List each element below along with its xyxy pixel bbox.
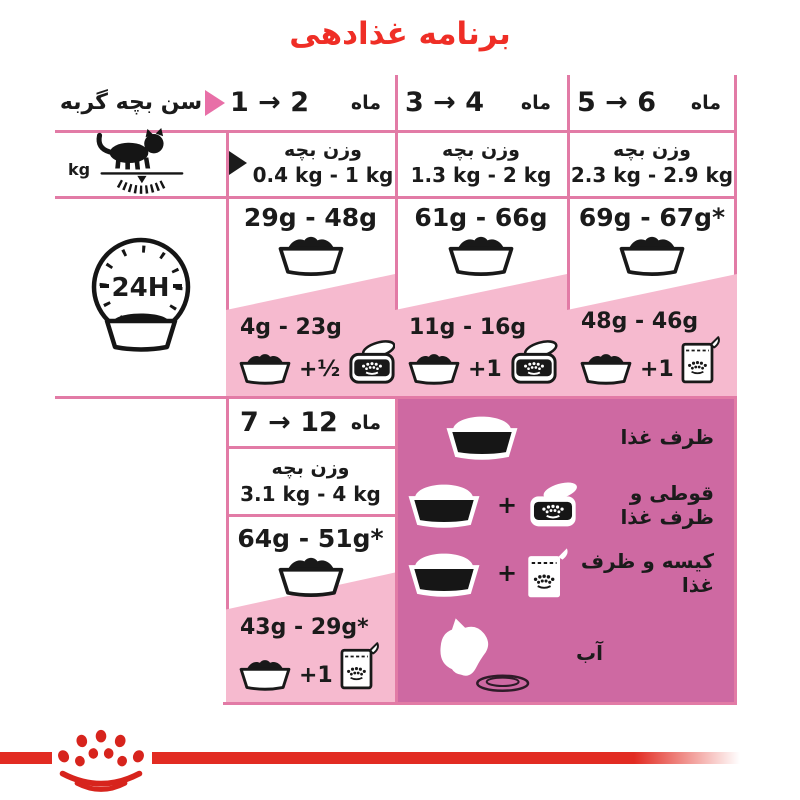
food-cell-1: 29g - 48g 4g - 23g +½	[226, 196, 395, 396]
food-bowl-icon	[239, 660, 291, 691]
mixed-amount: 4g - 23g	[240, 315, 342, 341]
dry-amount: 29g - 48g	[243, 203, 378, 232]
plus-amount: +1	[640, 357, 674, 382]
food-bowl-icon	[278, 557, 343, 598]
kitten-weight-label: وزن بچه	[442, 138, 520, 161]
age-column-1-2: 1 → 2 ماه	[205, 75, 395, 130]
24h-text: 24H	[111, 273, 170, 303]
age-column-7-12: 7 → 12 ماه	[226, 399, 395, 446]
divider	[567, 75, 570, 399]
dry-amount: 69g - 67g*	[578, 203, 726, 232]
food-bowl-icon	[278, 236, 343, 277]
wet-food-can-icon	[530, 482, 578, 527]
plus-amount: +½	[299, 357, 341, 382]
age-range: 5 → 6	[577, 87, 656, 118]
cat-on-scale-icon	[96, 128, 183, 194]
weight-range: 1.3 kg - 2 kg	[410, 163, 552, 188]
dry-amount: 61g - 66g	[414, 203, 548, 232]
food-cell-4: 64g - 51g* 43g - 29g* +1	[226, 517, 395, 702]
weight-cell-4: وزن بچه 3.1 kg - 4 kg	[226, 449, 395, 514]
age-column-3-4: 3 → 4 ماه	[395, 75, 567, 130]
food-bowl-icon	[448, 236, 514, 277]
legend-label: قوطی و ظرف غذا	[620, 481, 714, 530]
wet-food-can-icon	[349, 340, 395, 385]
legend-label: آب	[576, 640, 603, 665]
page-title: برنامه غذادهی	[289, 16, 511, 52]
plus-sign: +	[497, 559, 518, 588]
month-label: ماه	[350, 91, 381, 114]
black-arrow-icon	[229, 151, 247, 175]
brand-line-left	[0, 752, 52, 764]
legend-panel: ظرف غذا +	[398, 399, 734, 702]
plus-sign: +	[497, 491, 518, 520]
food-pouch-icon	[681, 336, 720, 384]
legend-label: کیسه و ظرف غذا	[580, 549, 714, 598]
legend-item-pouch-bowl: + کیسه و ظرف غذا	[398, 541, 734, 605]
kitten-age-label: سن بچه گربه	[59, 90, 203, 115]
24h-clock-bowl-icon	[91, 237, 190, 352]
weight-cell-2: وزن بچه 1.3 kg - 2 kg	[395, 130, 567, 196]
divider	[226, 446, 398, 449]
pink-arrow-icon	[205, 89, 225, 116]
age-range: 7 → 12	[240, 407, 338, 438]
food-bowl-icon	[580, 354, 632, 385]
food-pouch-icon	[340, 642, 379, 690]
food-cell-2: 61g - 66g 11g - 16g +1	[395, 196, 567, 396]
dry-amount: 64g - 51g*	[237, 524, 384, 553]
weight-range: 0.4 kg - 1 kg	[252, 163, 394, 188]
food-bowl-icon	[239, 354, 291, 385]
legend-item-can-bowl: + قوطی و ظرف غذا	[398, 473, 734, 537]
brand-line-right	[152, 752, 740, 764]
food-bowl-icon	[619, 236, 685, 277]
food-bowl-icon	[408, 553, 480, 597]
divider	[223, 702, 737, 705]
food-pouch-icon	[528, 548, 568, 598]
kitten-weight-label: وزن بچه	[284, 138, 362, 161]
weight-cell-1: وزن بچه 0.4 kg - 1 kg	[226, 130, 395, 196]
kitten-weight-label: وزن بچه	[271, 457, 350, 480]
mixed-amount: 48g - 46g	[581, 309, 699, 335]
daily-ration-label: 24H	[55, 196, 226, 396]
month-label: ماه	[350, 411, 381, 434]
royal-canin-crown-logo	[58, 729, 144, 792]
weight-range: 3.1 kg - 4 kg	[240, 481, 381, 506]
kitten-weight-label: وزن بچه	[613, 138, 691, 161]
food-cell-3: 69g - 67g* 48g - 46g +1	[567, 196, 737, 396]
mixed-amount: 43g - 29g*	[240, 615, 369, 641]
legend-item-water: آب	[398, 609, 734, 695]
weight-cell-3: وزن بچه 2.3 kg - 2.9 kg	[567, 130, 737, 196]
age-range: 1 → 2	[230, 87, 309, 118]
month-label: ماه	[520, 91, 551, 114]
age-column-5-6: 5 → 6 ماه	[567, 75, 737, 130]
feeding-table: سن بچه گربه 1 → 2 ماه 3 → 4 ماه 5 → 6 ما…	[55, 75, 737, 705]
food-bowl-icon	[446, 416, 518, 461]
divider	[226, 514, 398, 517]
kg-unit-label: kg	[68, 160, 91, 179]
legend-label: ظرف غذا	[620, 425, 714, 450]
month-label: ماه	[690, 91, 721, 114]
food-bowl-icon	[408, 485, 480, 529]
mixed-amount: 11g - 16g	[409, 315, 527, 341]
wet-food-can-icon	[511, 340, 558, 385]
plus-amount: +1	[468, 357, 502, 382]
weight-row-label: kg	[55, 128, 226, 196]
weight-range: 2.3 kg - 2.9 kg	[570, 163, 734, 188]
age-range: 3 → 4	[405, 87, 484, 118]
plus-amount: +1	[299, 663, 333, 688]
legend-item-bowl: ظرف غذا	[398, 405, 734, 469]
food-bowl-icon	[408, 354, 460, 385]
cat-drinking-water-icon	[440, 618, 530, 693]
divider	[226, 130, 229, 705]
